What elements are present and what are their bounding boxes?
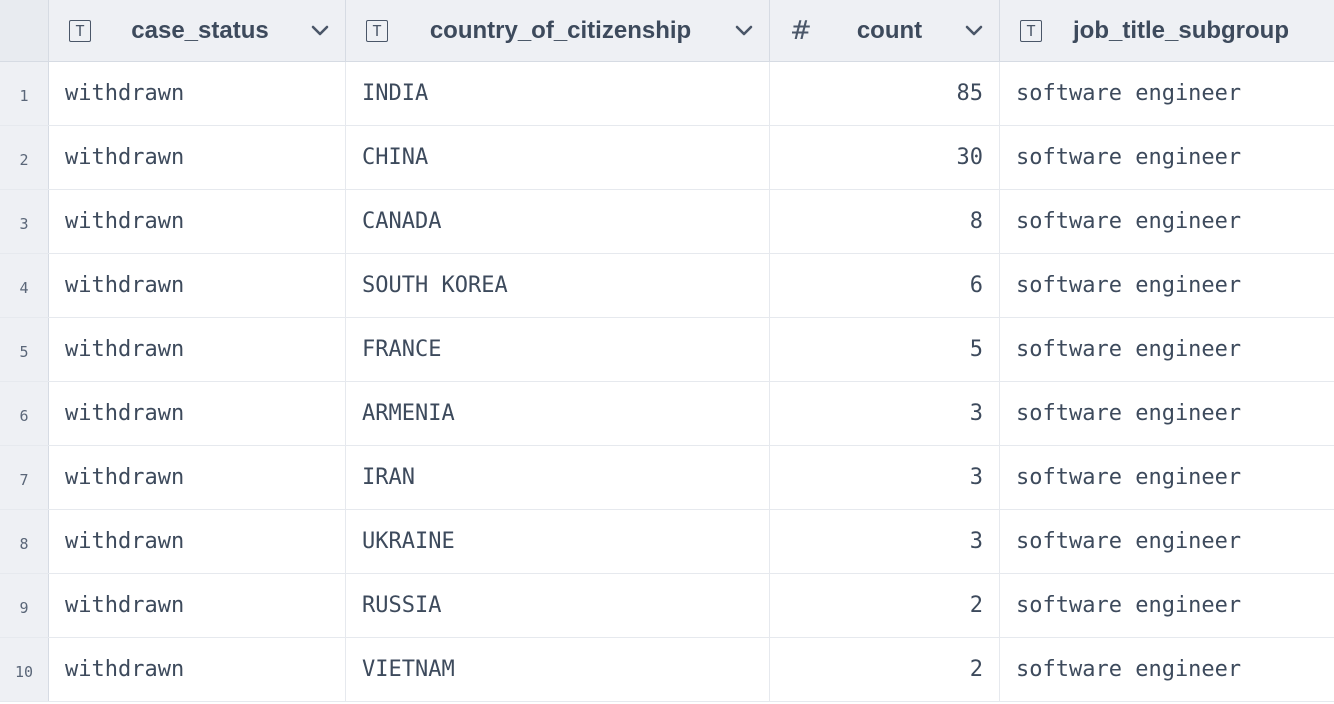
cell-country[interactable]: SOUTH KOREA: [346, 254, 770, 317]
cell-count[interactable]: 3: [770, 446, 1000, 509]
cell-job-title[interactable]: software engineer: [1016, 81, 1242, 106]
cell-case-status[interactable]: withdrawn: [49, 318, 346, 381]
chevron-down-icon[interactable]: [963, 20, 985, 42]
text-type-icon: T: [69, 19, 91, 42]
row-number-header: [0, 0, 49, 61]
table-row[interactable]: 9 withdrawn RUSSIA 2 software engineer: [0, 574, 1334, 638]
column-header-label: country_of_citizenship: [429, 16, 692, 44]
cell-case-status[interactable]: withdrawn: [49, 510, 346, 573]
cell-count[interactable]: 2: [770, 638, 1000, 701]
row-number: 6: [0, 382, 49, 445]
table-row[interactable]: 6 withdrawn ARMENIA 3 software engineer: [0, 382, 1334, 446]
cell-job-title[interactable]: software engineer: [1016, 273, 1242, 298]
number-type-icon: #: [790, 15, 812, 46]
row-number: 7: [0, 446, 49, 509]
cell-count[interactable]: 3: [770, 382, 1000, 445]
row-number: 4: [0, 254, 49, 317]
cell-case-status[interactable]: withdrawn: [49, 190, 346, 253]
column-header-job-title-subgroup[interactable]: T job_title_subgroup: [1000, 0, 1334, 61]
cell-count[interactable]: 2: [770, 574, 1000, 637]
cell-case-status[interactable]: withdrawn: [49, 254, 346, 317]
table-row[interactable]: 4 withdrawn SOUTH KOREA 6 software engin…: [0, 254, 1334, 318]
cell-count[interactable]: 30: [770, 126, 1000, 189]
cell-count[interactable]: 5: [770, 318, 1000, 381]
table-row[interactable]: 1 withdrawn INDIA 85 software engineer: [0, 62, 1334, 126]
cell-count[interactable]: 85: [770, 62, 1000, 125]
cell-case-status[interactable]: withdrawn: [49, 62, 346, 125]
cell-country[interactable]: VIETNAM: [346, 638, 770, 701]
column-header-label: job_title_subgroup: [1073, 16, 1289, 44]
table-body: 1 withdrawn INDIA 85 software engineer 2…: [0, 62, 1334, 702]
row-number: 5: [0, 318, 49, 381]
cell-country[interactable]: FRANCE: [346, 318, 770, 381]
chevron-down-icon[interactable]: [309, 20, 331, 42]
cell-country[interactable]: INDIA: [346, 62, 770, 125]
cell-count[interactable]: 6: [770, 254, 1000, 317]
row-number: 3: [0, 190, 49, 253]
table-row[interactable]: 10 withdrawn VIETNAM 2 software engineer: [0, 638, 1334, 702]
cell-job-title[interactable]: software engineer: [1016, 593, 1242, 618]
cell-count[interactable]: 3: [770, 510, 1000, 573]
table-row[interactable]: 5 withdrawn FRANCE 5 software engineer: [0, 318, 1334, 382]
cell-case-status[interactable]: withdrawn: [49, 382, 346, 445]
cell-case-status[interactable]: withdrawn: [49, 446, 346, 509]
cell-job-title[interactable]: software engineer: [1016, 337, 1242, 362]
table-row[interactable]: 3 withdrawn CANADA 8 software engineer: [0, 190, 1334, 254]
table-row[interactable]: 8 withdrawn UKRAINE 3 software engineer: [0, 510, 1334, 574]
cell-job-title[interactable]: software engineer: [1016, 209, 1242, 234]
cell-country[interactable]: IRAN: [346, 446, 770, 509]
chevron-down-icon[interactable]: [733, 20, 755, 42]
cell-country[interactable]: ARMENIA: [346, 382, 770, 445]
row-number: 1: [0, 62, 49, 125]
column-header-country-of-citizenship[interactable]: T country_of_citizenship: [346, 0, 770, 61]
cell-country[interactable]: CHINA: [346, 126, 770, 189]
table-row[interactable]: 7 withdrawn IRAN 3 software engineer: [0, 446, 1334, 510]
cell-job-title[interactable]: software engineer: [1016, 145, 1242, 170]
row-number: 8: [0, 510, 49, 573]
cell-job-title[interactable]: software engineer: [1016, 529, 1242, 554]
column-header-case-status[interactable]: T case_status: [49, 0, 346, 61]
cell-job-title[interactable]: software engineer: [1016, 465, 1242, 490]
column-header-count[interactable]: # count: [770, 0, 1000, 61]
table-header: T case_status T country_of_citizenship #…: [0, 0, 1334, 62]
row-number: 9: [0, 574, 49, 637]
text-type-icon: T: [366, 19, 388, 42]
cell-case-status[interactable]: withdrawn: [49, 574, 346, 637]
table-row[interactable]: 2 withdrawn CHINA 30 software engineer: [0, 126, 1334, 190]
cell-country[interactable]: CANADA: [346, 190, 770, 253]
cell-case-status[interactable]: withdrawn: [49, 638, 346, 701]
cell-country[interactable]: UKRAINE: [346, 510, 770, 573]
cell-case-status[interactable]: withdrawn: [49, 126, 346, 189]
cell-job-title[interactable]: software engineer: [1016, 657, 1242, 682]
cell-count[interactable]: 8: [770, 190, 1000, 253]
cell-country[interactable]: RUSSIA: [346, 574, 770, 637]
column-header-label: case_status: [131, 16, 269, 44]
text-type-icon: T: [1020, 19, 1042, 42]
cell-job-title[interactable]: software engineer: [1016, 401, 1242, 426]
column-header-label: count: [856, 16, 923, 44]
row-number: 10: [0, 638, 49, 701]
row-number: 2: [0, 126, 49, 189]
